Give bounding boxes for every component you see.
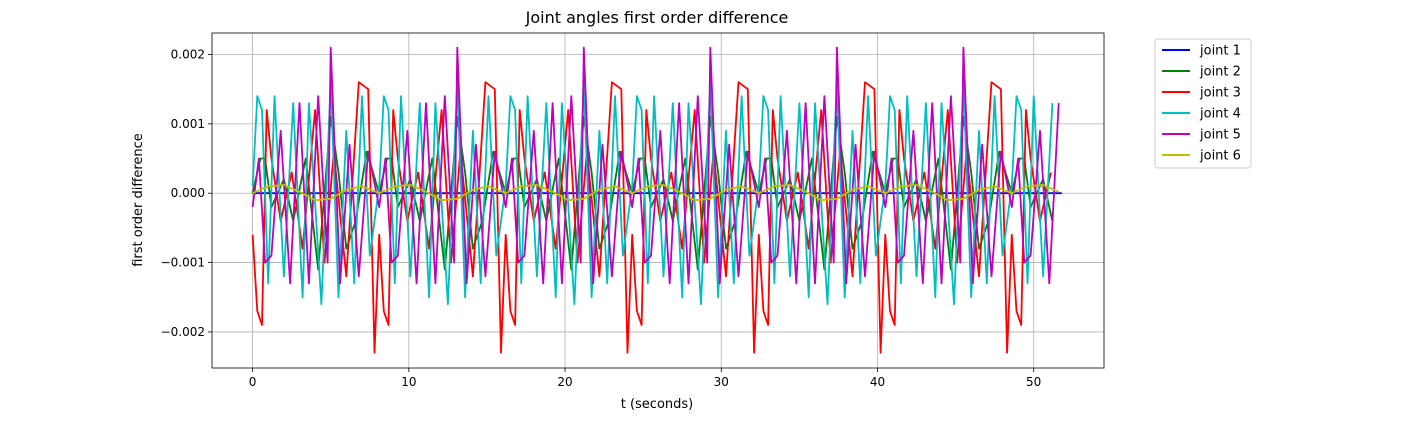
legend-label: joint 2 xyxy=(1199,65,1241,80)
y-ticks: −0.002 −0.001 0.000 0.001 0.002 xyxy=(161,48,212,339)
legend-label: joint 1 xyxy=(1199,44,1241,59)
x-axis-label: t (seconds) xyxy=(621,397,694,412)
x-tick-label: 30 xyxy=(714,375,729,389)
series-line-joint-5 xyxy=(251,46,1060,285)
x-tick-label: 20 xyxy=(557,375,572,389)
legend-label: joint 4 xyxy=(1199,107,1241,122)
series-line-joint-4 xyxy=(251,81,1054,306)
x-tick-label: 50 xyxy=(1026,375,1041,389)
legend-label: joint 3 xyxy=(1199,86,1241,101)
legend-label: joint 6 xyxy=(1199,149,1241,164)
y-axis-label: first order difference xyxy=(131,133,146,267)
x-ticks: 0 10 20 30 40 50 xyxy=(249,368,1041,389)
y-tick-label: 0.000 xyxy=(171,186,205,200)
y-tick-label: 0.001 xyxy=(171,117,205,131)
x-tick-label: 0 xyxy=(249,375,257,389)
legend: joint 1 joint 2 joint 3 joint 4 joint 5 joint… xyxy=(1154,38,1252,169)
x-tick-label: 40 xyxy=(870,375,885,389)
series-line-joint-6 xyxy=(252,184,1060,202)
y-tick-label: −0.002 xyxy=(161,325,205,339)
legend-label: joint 5 xyxy=(1199,128,1241,143)
chart-title: Joint angles first order difference xyxy=(525,8,789,27)
series-layer xyxy=(251,46,1062,354)
y-tick-label: −0.001 xyxy=(161,256,205,270)
plot-frame xyxy=(211,32,1105,369)
y-tick-label: 0.002 xyxy=(171,48,205,62)
x-tick-label: 10 xyxy=(401,375,416,389)
legend-items: joint 1 joint 2 joint 3 joint 4 joint 5 joint… xyxy=(1162,44,1241,164)
